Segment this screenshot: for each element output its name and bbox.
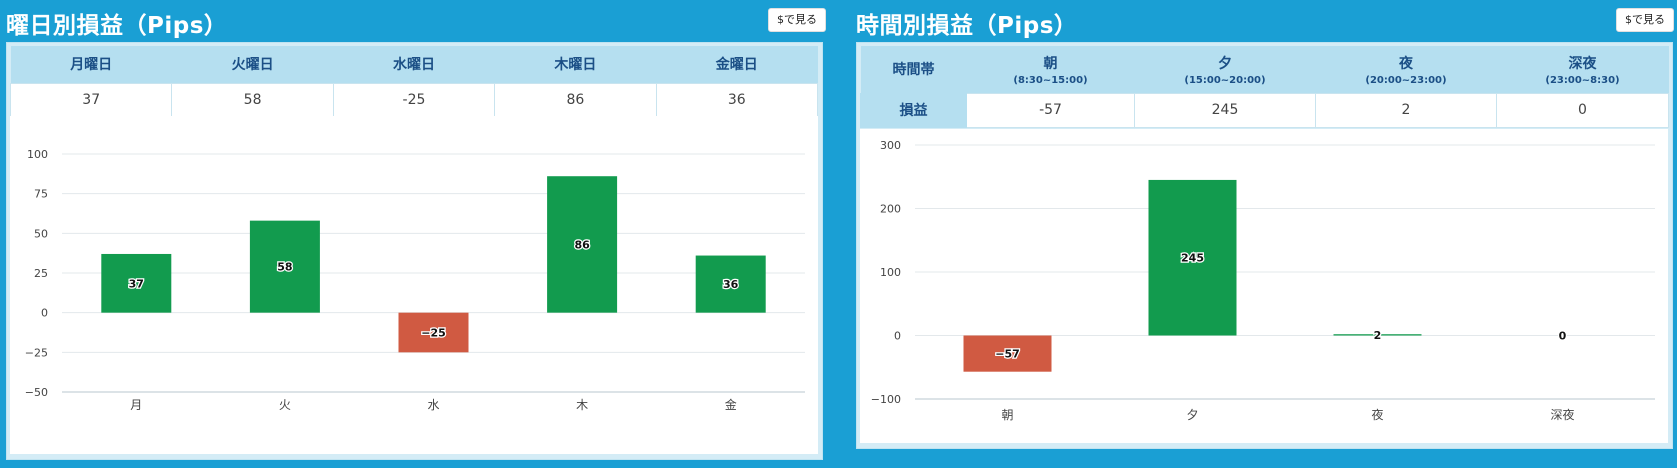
- x-category-label: 金: [725, 397, 737, 412]
- bar: [1148, 179, 1237, 336]
- y-tick-label: 50: [34, 227, 48, 240]
- time-header-latenight: 深夜 (23:00~8:30): [1496, 46, 1669, 93]
- weekday-usd-button[interactable]: $で見る: [768, 8, 826, 32]
- bar: [547, 176, 618, 313]
- weekday-bar-chart: 100 75 50 25 0 −25 −50 37 月 58 火 −25 水 86 木 36 金: [25, 148, 805, 412]
- time-row-label: 損益: [860, 92, 967, 128]
- y-tick-label: 75: [34, 188, 48, 201]
- x-category-label: 火: [279, 398, 291, 412]
- bar: [1333, 334, 1422, 336]
- weekday-value-thu: 86: [494, 82, 657, 117]
- time-usd-button[interactable]: $で見る: [1616, 8, 1674, 32]
- weekday-header-tue: 火曜日: [171, 46, 334, 83]
- y-tick-label: −50: [25, 386, 48, 399]
- y-tick-label: 100: [880, 266, 901, 279]
- y-tick-label: 0: [894, 330, 901, 343]
- bar-data-label: −25: [421, 327, 446, 340]
- bar-data-label: 36: [723, 278, 739, 291]
- time-row-header-label: 時間帯: [860, 46, 967, 93]
- time-header-morning-range: (8:30~15:00): [1013, 74, 1088, 86]
- time-value-morning: -57: [966, 92, 1135, 128]
- bar: [101, 253, 172, 313]
- time-chart-area: 300 200 100 0 −100 −57 朝 245 夕 2 夜 0 深夜: [860, 129, 1668, 443]
- weekday-panel: 曜日別損益（Pips） $で見る 月曜日 火曜日 水曜日 木曜日 金曜日 37 …: [6, 0, 826, 468]
- time-header-evening-range: (15:00~20:00): [1184, 74, 1266, 86]
- bar-data-label: 37: [129, 277, 144, 290]
- x-category-label: 深夜: [1550, 407, 1574, 422]
- x-category-label: 夕: [1186, 408, 1198, 422]
- bar-data-label: 86: [574, 238, 590, 251]
- time-bar-chart: 300 200 100 0 −100 −57 朝 245 夕 2 夜 0 深夜: [871, 139, 1655, 422]
- bar-data-label: 245: [1181, 252, 1204, 265]
- x-category-label: 夜: [1371, 407, 1383, 422]
- time-header-night: 夜 (20:00~23:00): [1315, 46, 1497, 93]
- time-header-morning-label: 朝: [1043, 55, 1058, 72]
- weekday-header-fri: 金曜日: [656, 46, 818, 83]
- bar-data-label: −57: [995, 348, 1020, 361]
- time-header-night-range: (20:00~23:00): [1365, 74, 1447, 86]
- y-tick-label: 25: [34, 267, 48, 280]
- time-header-latenight-range: (23:00~8:30): [1545, 74, 1620, 86]
- y-tick-label: −100: [871, 393, 901, 406]
- bar: [249, 220, 320, 313]
- weekday-chart-area: 100 75 50 25 0 −25 −50 37 月 58 火 −25 水 86 木 36 金: [10, 116, 818, 454]
- time-panel: 時間別損益（Pips） $で見る 時間帯 朝 (8:30~15:00) 夕 (15:…: [856, 0, 1674, 468]
- time-value-latenight: 0: [1496, 92, 1669, 128]
- weekday-value-mon: 37: [9, 82, 173, 117]
- y-tick-label: −25: [25, 346, 48, 359]
- weekday-header-mon: 月曜日: [10, 46, 172, 83]
- time-header-night-label: 夜: [1399, 55, 1413, 72]
- weekday-table-box: 月曜日 火曜日 水曜日 木曜日 金曜日 37 58 -25 86 36 100 7…: [6, 42, 823, 460]
- time-header-morning: 朝 (8:30~15:00): [966, 46, 1135, 93]
- y-tick-label: 200: [880, 203, 901, 216]
- weekday-value-wed: -25: [332, 82, 496, 117]
- y-tick-label: 100: [27, 148, 48, 161]
- weekday-header-thu: 木曜日: [494, 46, 657, 83]
- time-table-box: 時間帯 朝 (8:30~15:00) 夕 (15:00~20:00) 夜 (20:00…: [856, 42, 1673, 449]
- weekday-summary-table: 月曜日 火曜日 水曜日 木曜日 金曜日 37 58 -25 86 36: [9, 46, 819, 117]
- time-header-latenight-label: 深夜: [1568, 55, 1597, 72]
- x-category-label: 月: [130, 398, 142, 412]
- bar: [695, 255, 766, 313]
- weekday-header-wed: 水曜日: [333, 46, 495, 83]
- time-value-night: 2: [1315, 92, 1497, 128]
- y-tick-label: 0: [41, 307, 48, 320]
- bar-data-label: 2: [1374, 329, 1382, 342]
- time-summary-table: 時間帯 朝 (8:30~15:00) 夕 (15:00~20:00) 夜 (20:00…: [860, 46, 1669, 128]
- x-category-label: 水: [427, 398, 439, 412]
- bar-data-label: 58: [277, 261, 292, 274]
- bar: [963, 335, 1052, 372]
- time-header-evening: 夕 (15:00~20:00): [1134, 46, 1316, 93]
- y-tick-label: 300: [880, 139, 901, 152]
- time-panel-title: 時間別損益（Pips）: [856, 13, 1078, 39]
- weekday-value-fri: 36: [655, 82, 819, 117]
- weekday-panel-title: 曜日別損益（Pips）: [6, 13, 228, 39]
- x-category-label: 木: [576, 398, 588, 412]
- bar: [398, 312, 469, 353]
- x-category-label: 朝: [1001, 408, 1013, 422]
- time-value-evening: 245: [1134, 92, 1316, 128]
- time-header-evening-label: 夕: [1218, 55, 1232, 72]
- weekday-value-tue: 58: [171, 82, 334, 117]
- bar-data-label: 0: [1559, 330, 1567, 343]
